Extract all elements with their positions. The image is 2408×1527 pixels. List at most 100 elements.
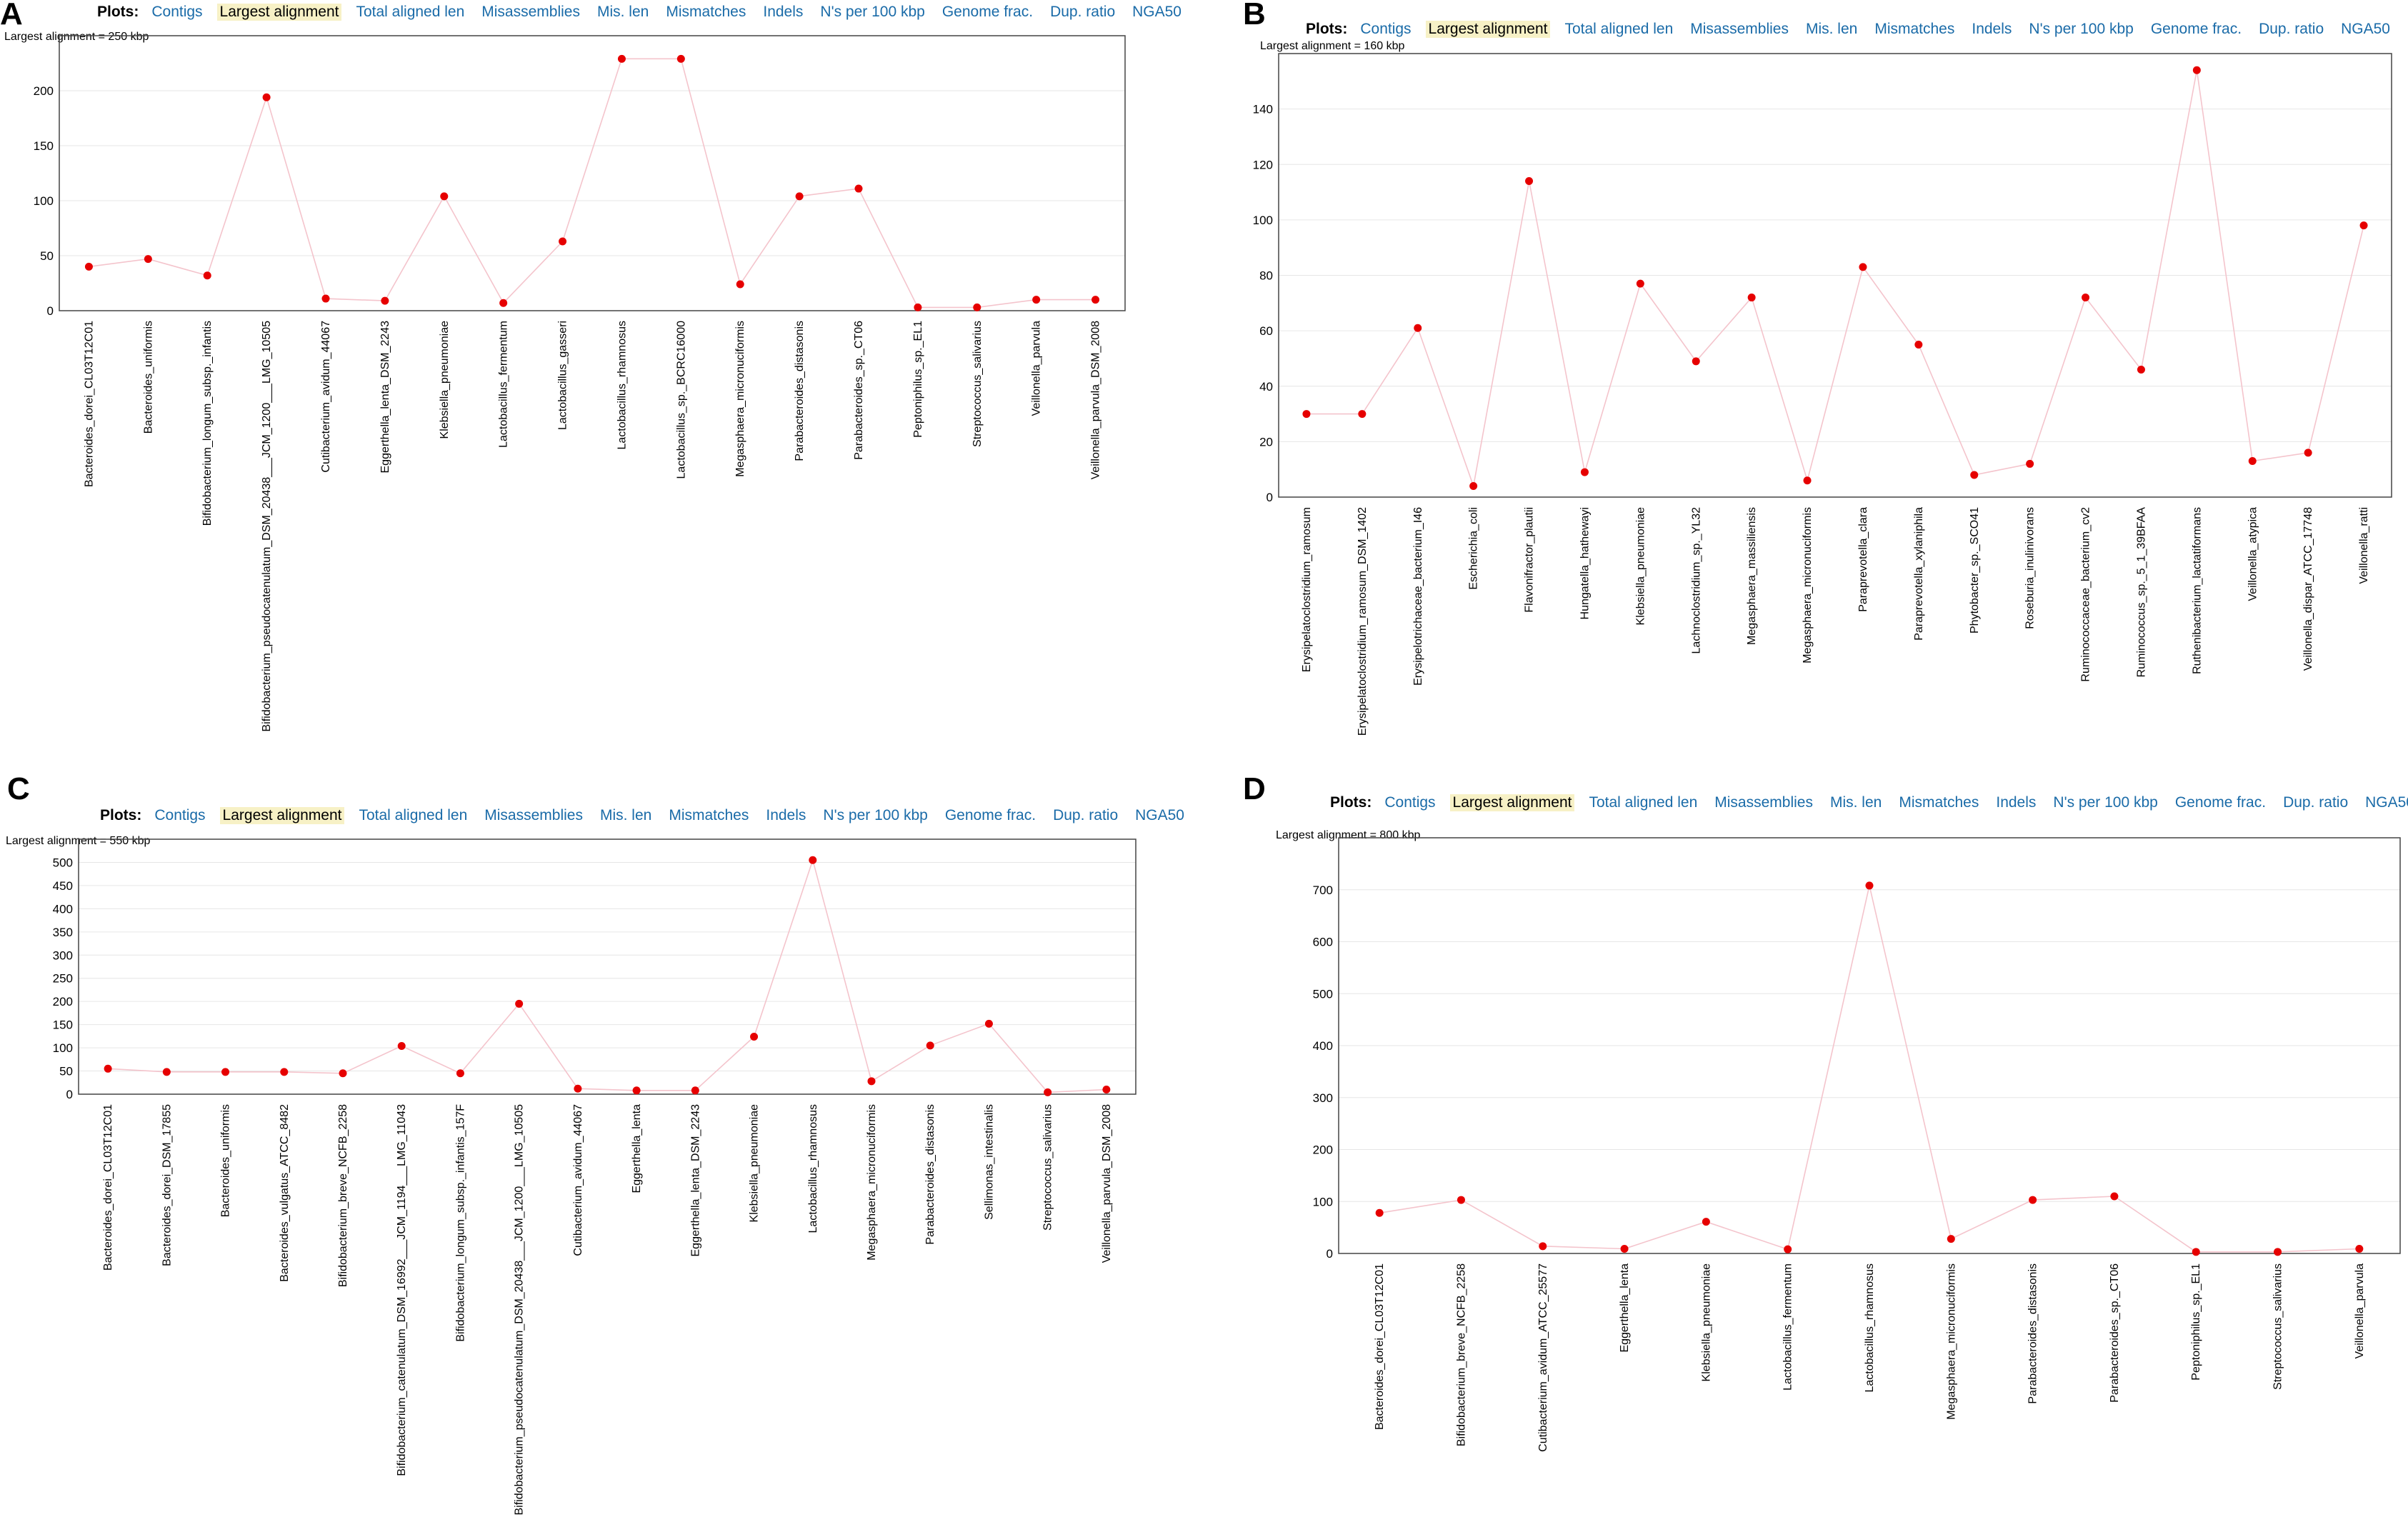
- data-point[interactable]: [2137, 365, 2145, 374]
- data-point[interactable]: [280, 1068, 289, 1076]
- plot-tab-n-s-per-100-kbp[interactable]: N's per 100 kbp: [820, 4, 925, 20]
- data-point[interactable]: [1914, 341, 1923, 349]
- data-point[interactable]: [144, 255, 152, 264]
- data-point[interactable]: [1947, 1235, 1955, 1243]
- plot-tab-total-aligned-len[interactable]: Total aligned len: [356, 4, 465, 20]
- data-point[interactable]: [397, 1041, 406, 1050]
- plot-tab-n-s-per-100-kbp[interactable]: N's per 100 kbp: [2029, 21, 2134, 37]
- data-point[interactable]: [809, 856, 817, 864]
- data-point[interactable]: [203, 271, 211, 280]
- plot-tab-dup-ratio[interactable]: Dup. ratio: [1050, 4, 1116, 20]
- data-point[interactable]: [926, 1041, 934, 1050]
- plot-tab-largest-alignment[interactable]: Largest alignment: [216, 4, 342, 21]
- plot-tab-misassemblies[interactable]: Misassemblies: [484, 807, 583, 823]
- plot-tab-misassemblies[interactable]: Misassemblies: [1714, 794, 1813, 811]
- plot-tab-indels[interactable]: Indels: [766, 807, 806, 823]
- plot-tab-misassemblies[interactable]: Misassemblies: [481, 4, 580, 20]
- data-point[interactable]: [750, 1033, 759, 1041]
- data-point[interactable]: [1636, 279, 1644, 288]
- data-point[interactable]: [973, 303, 981, 311]
- data-point[interactable]: [676, 54, 685, 63]
- data-point[interactable]: [736, 280, 744, 289]
- data-point[interactable]: [1457, 1196, 1465, 1204]
- data-point[interactable]: [2110, 1192, 2119, 1201]
- data-point[interactable]: [2192, 1248, 2200, 1256]
- plot-tab-mismatches[interactable]: Mismatches: [1899, 794, 1979, 811]
- plot-tab-nga50[interactable]: NGA50: [1132, 4, 1181, 20]
- data-point[interactable]: [1692, 357, 1700, 366]
- data-point[interactable]: [1525, 177, 1534, 186]
- data-point[interactable]: [339, 1069, 347, 1078]
- data-point[interactable]: [984, 1019, 993, 1028]
- data-point[interactable]: [1580, 468, 1589, 476]
- data-point[interactable]: [1414, 324, 1422, 332]
- data-point[interactable]: [2248, 457, 2257, 466]
- data-point[interactable]: [1102, 1086, 1111, 1094]
- plot-tab-mismatches[interactable]: Mismatches: [669, 807, 749, 823]
- plot-tab-dup-ratio[interactable]: Dup. ratio: [2259, 21, 2324, 37]
- data-point[interactable]: [574, 1084, 582, 1093]
- data-point[interactable]: [162, 1068, 171, 1076]
- data-point[interactable]: [2029, 1196, 2037, 1204]
- data-point[interactable]: [321, 294, 330, 303]
- plot-tab-total-aligned-len[interactable]: Total aligned len: [359, 807, 468, 823]
- plot-tab-nga50[interactable]: NGA50: [1135, 807, 1184, 823]
- data-point[interactable]: [2304, 449, 2312, 457]
- data-point[interactable]: [1358, 410, 1367, 419]
- plot-tab-largest-alignment[interactable]: Largest alignment: [1425, 21, 1551, 38]
- data-point[interactable]: [1784, 1245, 1792, 1253]
- plot-tab-dup-ratio[interactable]: Dup. ratio: [1053, 807, 1119, 823]
- data-point[interactable]: [515, 999, 524, 1008]
- plot-tab-contigs[interactable]: Contigs: [151, 4, 203, 20]
- plot-tab-n-s-per-100-kbp[interactable]: N's per 100 kbp: [823, 807, 928, 823]
- data-point[interactable]: [914, 303, 922, 311]
- data-point[interactable]: [1747, 294, 1756, 302]
- data-point[interactable]: [1865, 881, 1874, 890]
- data-point[interactable]: [2359, 221, 2368, 230]
- data-point[interactable]: [262, 93, 271, 101]
- data-point[interactable]: [1702, 1218, 1710, 1226]
- data-point[interactable]: [1091, 296, 1100, 304]
- plot-tab-dup-ratio[interactable]: Dup. ratio: [2283, 794, 2349, 811]
- data-point[interactable]: [456, 1069, 464, 1078]
- plot-tab-indels[interactable]: Indels: [1996, 794, 2037, 811]
- data-point[interactable]: [1032, 296, 1041, 304]
- data-point[interactable]: [499, 299, 508, 307]
- data-point[interactable]: [1469, 481, 1478, 490]
- plot-tab-contigs[interactable]: Contigs: [1360, 21, 1412, 37]
- plot-tab-mis-len[interactable]: Mis. len: [1829, 794, 1882, 811]
- data-point[interactable]: [1539, 1242, 1547, 1251]
- plot-tab-genome-frac[interactable]: Genome frac.: [2174, 794, 2267, 811]
- data-point[interactable]: [854, 184, 863, 193]
- data-point[interactable]: [2355, 1244, 2364, 1253]
- data-point[interactable]: [1970, 471, 1979, 479]
- data-point[interactable]: [867, 1077, 876, 1086]
- data-point[interactable]: [1375, 1208, 1384, 1217]
- plot-tab-mis-len[interactable]: Mis. len: [596, 4, 649, 20]
- plot-tab-misassemblies[interactable]: Misassemblies: [1690, 21, 1789, 37]
- plot-tab-genome-frac[interactable]: Genome frac.: [2150, 21, 2242, 37]
- plot-tab-genome-frac[interactable]: Genome frac.: [944, 807, 1036, 823]
- data-point[interactable]: [1859, 263, 1867, 271]
- plot-tab-total-aligned-len[interactable]: Total aligned len: [1564, 21, 1674, 37]
- data-point[interactable]: [691, 1086, 699, 1095]
- plot-tab-mismatches[interactable]: Mismatches: [1874, 21, 1955, 37]
- plot-tab-largest-alignment[interactable]: Largest alignment: [1449, 794, 1575, 811]
- data-point[interactable]: [221, 1068, 230, 1076]
- data-point[interactable]: [1620, 1244, 1629, 1253]
- data-point[interactable]: [104, 1064, 112, 1073]
- plot-tab-mis-len[interactable]: Mis. len: [599, 807, 652, 823]
- data-point[interactable]: [1044, 1088, 1052, 1096]
- plot-tab-n-s-per-100-kbp[interactable]: N's per 100 kbp: [2053, 794, 2158, 811]
- plot-tab-largest-alignment[interactable]: Largest alignment: [219, 807, 345, 824]
- data-point[interactable]: [2082, 294, 2090, 302]
- plot-tab-indels[interactable]: Indels: [763, 4, 804, 20]
- plot-tab-total-aligned-len[interactable]: Total aligned len: [1589, 794, 1698, 811]
- plot-tab-mis-len[interactable]: Mis. len: [1805, 21, 1858, 37]
- data-point[interactable]: [1302, 410, 1311, 419]
- data-point[interactable]: [617, 54, 626, 63]
- data-point[interactable]: [1803, 476, 1812, 485]
- data-point[interactable]: [2274, 1248, 2282, 1256]
- data-point[interactable]: [84, 262, 93, 271]
- plot-tab-nga50[interactable]: NGA50: [2365, 794, 2408, 811]
